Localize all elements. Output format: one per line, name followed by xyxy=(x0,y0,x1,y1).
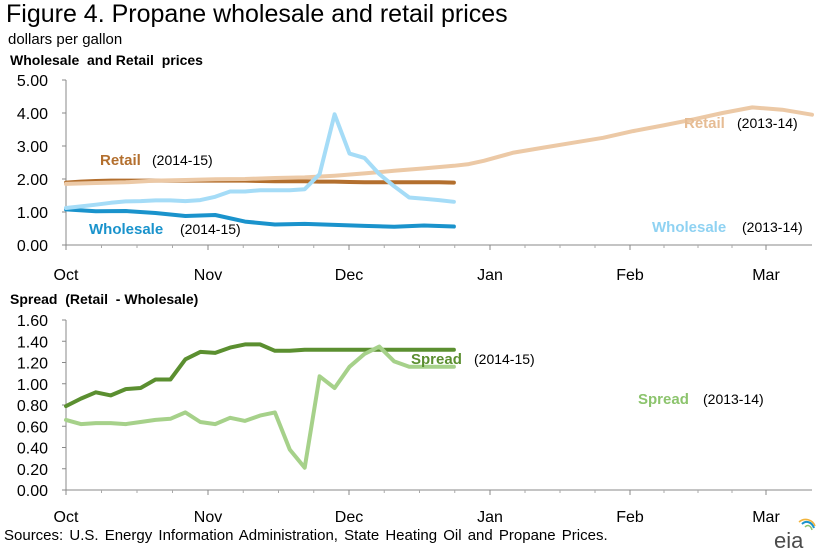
y-tick-label: 2.00 xyxy=(17,172,48,189)
series-line-wholesale-2014-15 xyxy=(64,207,456,229)
top-legend-labels: Retail (2014-15) Wholesale (2014-15) Ret… xyxy=(89,115,803,238)
eia-logo-text: eia xyxy=(774,528,804,552)
y-tick-label: 4.00 xyxy=(17,106,48,123)
label-retail-2014-15-season: (2014-15) xyxy=(152,152,213,168)
y-tick-label: 1.00 xyxy=(17,205,48,222)
y-tick-label: 0.60 xyxy=(17,419,48,436)
y-tick-label: 5.00 xyxy=(17,73,48,90)
x-tick-label: Oct xyxy=(54,267,79,284)
series-line-retail-2013-14 xyxy=(64,105,814,186)
series-line-spread-2014-15 xyxy=(64,342,456,409)
y-tick-label: 3.00 xyxy=(17,139,48,156)
y-tick-label: 1.20 xyxy=(17,356,48,373)
top-x-axis: Oct Nov Dec Jan Feb Mar xyxy=(54,244,812,284)
label-retail-2013-14-name: Retail xyxy=(684,115,725,132)
label-spread-2014-15-name: Spread xyxy=(411,351,462,368)
x-tick-label: Feb xyxy=(616,509,644,526)
y-tick-label: 0.00 xyxy=(17,483,48,500)
label-wholesale-2014-15-season: (2014-15) xyxy=(180,221,241,237)
bottom-y-axis: 0.00 0.20 0.40 0.60 0.80 1.00 1.20 1.40 1.60 xyxy=(17,313,67,500)
x-tick-label: Mar xyxy=(752,267,780,284)
x-tick-label: Mar xyxy=(752,509,780,526)
figure-title: Figure 4. Propane wholesale and retail p… xyxy=(6,0,508,28)
x-tick-label: Dec xyxy=(335,267,363,284)
x-tick-label: Oct xyxy=(54,509,79,526)
y-tick-label: 1.00 xyxy=(17,377,48,394)
unit-label: dollars per gallon xyxy=(8,31,123,48)
label-spread-2013-14-season: (2013-14) xyxy=(703,391,764,407)
label-wholesale-2013-14-season: (2013-14) xyxy=(742,219,803,235)
eia-logo: eia xyxy=(774,518,816,552)
x-tick-label: Nov xyxy=(194,509,222,526)
label-retail-2014-15-name: Retail xyxy=(100,152,141,169)
x-tick-label: Feb xyxy=(616,267,644,284)
y-tick-label: 1.60 xyxy=(17,313,48,330)
label-wholesale-2013-14-name: Wholesale xyxy=(652,219,726,236)
label-retail-2013-14-season: (2013-14) xyxy=(737,115,798,131)
y-tick-label: 0.80 xyxy=(17,398,48,415)
y-tick-label: 0.20 xyxy=(17,462,48,479)
label-wholesale-2014-15-name: Wholesale xyxy=(89,221,163,238)
bottom-x-axis: Oct Nov Dec Jan Feb Mar xyxy=(54,489,812,526)
label-spread-2013-14-name: Spread xyxy=(638,391,689,408)
top-series-group xyxy=(64,105,814,229)
source-note: Sources: U.S. Energy Information Adminis… xyxy=(4,527,608,544)
y-tick-label: 0.40 xyxy=(17,441,48,458)
x-tick-label: Jan xyxy=(477,509,503,526)
top-chart-title: Wholesale and Retail prices xyxy=(10,52,203,68)
y-tick-label: 1.40 xyxy=(17,334,48,351)
top-y-axis: 0.00 1.00 2.00 3.00 4.00 5.00 xyxy=(17,73,67,255)
series-line-wholesale-2013-14 xyxy=(64,112,456,210)
x-tick-label: Jan xyxy=(477,267,503,284)
bottom-legend-labels: Spread (2014-15) Spread (2013-14) xyxy=(411,351,764,408)
bottom-chart-title: Spread (Retail - Wholesale) xyxy=(10,291,198,307)
x-tick-label: Nov xyxy=(194,267,222,284)
series-line-spread-2013-14 xyxy=(64,344,456,470)
x-tick-label: Dec xyxy=(335,509,363,526)
label-spread-2014-15-season: (2014-15) xyxy=(474,351,535,367)
bottom-series-group xyxy=(64,342,456,470)
y-tick-label: 0.00 xyxy=(17,238,48,255)
